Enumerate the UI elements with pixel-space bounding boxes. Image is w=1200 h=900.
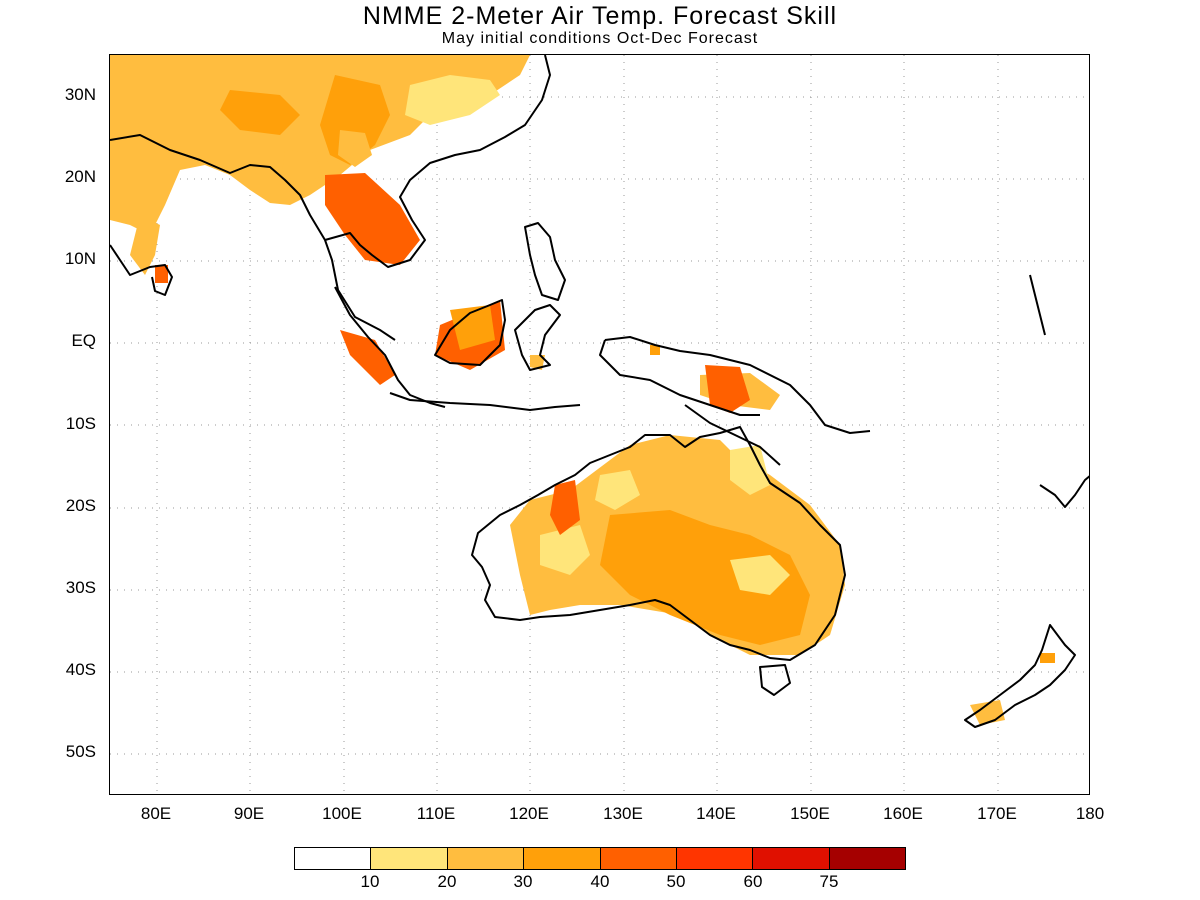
lon-label-180: 180: [1075, 804, 1105, 823]
lon-label-150e: 150E: [790, 804, 830, 823]
lon-label-80e: 80E: [140, 804, 172, 823]
colorbar-box-3: [524, 848, 601, 869]
lon-label-120e: 120E: [509, 804, 549, 823]
lon-label-90e: 90E: [233, 804, 265, 823]
colorbar-box-0: [295, 848, 372, 869]
map-subtitle: May initial conditions Oct-Dec Forecast: [441, 30, 759, 47]
forecast-skill-map: [109, 54, 1090, 795]
colorbar-box-6: [753, 848, 830, 869]
lon-label-170e: 170E: [977, 804, 1017, 823]
lon-label-100e: 100E: [322, 804, 362, 823]
map-canvas: [110, 55, 1089, 794]
lon-label-130e: 130E: [603, 804, 643, 823]
lat-label-30s: 30S: [65, 578, 96, 597]
colorbar-box-2: [447, 848, 525, 869]
colorbar-label-40: 40: [590, 872, 610, 891]
skill-shading-maritime: [340, 300, 780, 413]
lon-label-140e: 140E: [696, 804, 736, 823]
lat-label-10s: 10S: [65, 414, 96, 433]
colorbar: [294, 847, 906, 870]
colorbar-box-5: [676, 848, 754, 869]
lat-label-eq: EQ: [71, 331, 96, 350]
lat-label-50s: 50S: [65, 742, 96, 761]
colorbar-label-60: 60: [743, 872, 763, 891]
colorbar-label-75: 75: [819, 872, 839, 891]
lat-label-40s: 40S: [65, 660, 96, 679]
colorbar-box-1: [371, 848, 448, 869]
lat-label-20s: 20S: [65, 496, 96, 515]
lat-label-30n: 30N: [64, 85, 96, 104]
skill-shading-australia: [510, 435, 1055, 725]
lon-label-160e: 160E: [883, 804, 923, 823]
coastlines: [110, 55, 1089, 728]
lon-label-110e: 110E: [416, 804, 456, 823]
colorbar-label-20: 20: [437, 872, 457, 891]
skill-shading-asia: [110, 55, 530, 283]
colorbar-label-30: 30: [513, 872, 533, 891]
lat-label-20n: 20N: [64, 167, 96, 186]
colorbar-box-4: [600, 848, 677, 869]
colorbar-box-7: [829, 848, 905, 869]
map-title: NMME 2-Meter Air Temp. Forecast Skill: [362, 2, 838, 30]
colorbar-label-50: 50: [666, 872, 686, 891]
colorbar-label-10: 10: [360, 872, 380, 891]
lat-label-10n: 10N: [64, 249, 96, 268]
